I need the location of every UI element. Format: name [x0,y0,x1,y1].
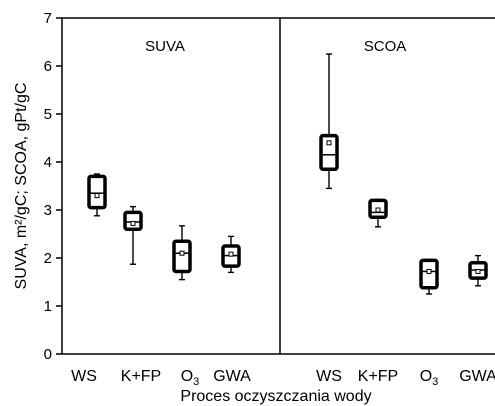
iqr-box [172,239,192,274]
mean-marker [426,268,432,274]
iqr-box [419,258,439,290]
mean-marker [94,193,100,199]
category-label: GWA [213,368,251,385]
category-label: O3 [420,368,439,388]
panel-title-scoa: SCOA [364,38,407,55]
mean-marker [375,207,381,213]
y-tick-label: 3 [44,202,52,219]
box-suva-3 [221,235,241,274]
x-axis-label: Proces oczyszczania wody [180,388,371,405]
category-label: GWA [459,368,495,385]
iqr-box [319,133,339,171]
mean-marker [228,251,234,257]
box-suva-0 [87,173,107,217]
category-label: O3 [181,368,200,388]
y-tick-label: 4 [44,154,52,171]
category-label: WS [316,368,342,385]
y-axis-label: SUVA, m²/gC; SCOA, gPt/gC [13,83,30,290]
category-label: WS [71,368,97,385]
iqr-box [123,210,143,231]
y-tick-label: 5 [44,106,52,123]
box-scoa-1 [368,198,388,228]
iqr-box [87,174,107,210]
y-tick-label: 6 [44,58,52,75]
mean-marker [326,140,332,146]
panel-title-suva: SUVA [145,38,185,55]
box-scoa-2 [419,258,439,295]
y-tick-label: 7 [44,10,52,27]
mean-marker [475,268,481,274]
y-tick-label: 2 [44,250,52,267]
mean-marker [179,250,185,256]
box-suva-1 [123,205,143,265]
category-label: K+FP [121,368,161,385]
y-tick-label: 1 [44,298,52,315]
y-tick-label: 0 [44,346,52,363]
box-scoa-0 [319,53,339,190]
box-scoa-3 [468,254,488,287]
box-suva-2 [172,225,192,281]
mean-marker [130,220,136,226]
category-label: K+FP [358,368,398,385]
